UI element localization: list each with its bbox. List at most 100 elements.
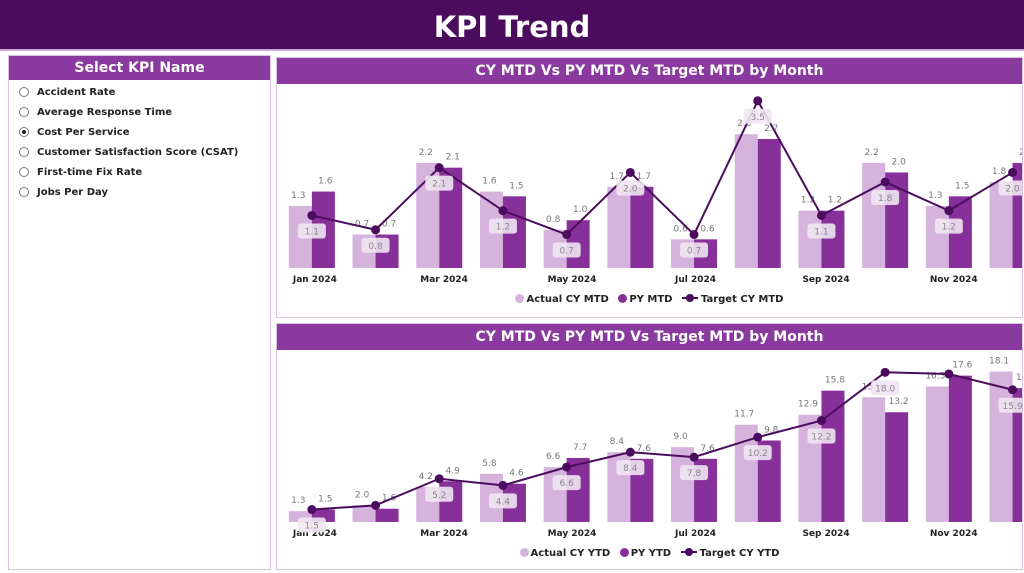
target-point <box>562 462 572 472</box>
actual-data-label: 8.4 <box>610 437 625 447</box>
x-tick-label: Mar 2024 <box>420 275 468 285</box>
kpi-option-label: Cost Per Service <box>37 126 130 138</box>
actual-bar <box>288 511 312 522</box>
target-data-label: 1.8 <box>878 194 893 204</box>
target-label-bg <box>871 190 900 205</box>
target-data-label: 1.1 <box>305 227 319 237</box>
target-data-label: 1.2 <box>496 223 510 233</box>
target-point <box>498 206 508 216</box>
radio-icon[interactable] <box>19 147 29 157</box>
actual-data-label: 18.1 <box>989 356 1009 366</box>
actual-data-label: 5.8 <box>482 459 497 469</box>
target-point <box>1008 167 1018 177</box>
x-tick-label: Sep 2024 <box>802 529 849 539</box>
py-data-label: 0.7 <box>382 220 396 230</box>
target-data-label: 7.8 <box>687 469 702 479</box>
target-point <box>434 474 444 484</box>
target-data-label: 15.9 <box>1003 402 1022 412</box>
target-data-label: 1.1 <box>814 227 828 237</box>
py-bar <box>439 167 463 268</box>
target-label-bg <box>425 175 454 191</box>
py-data-label: 0.6 <box>700 224 715 234</box>
kpi-option-label: Customer Satisfaction Score (CSAT) <box>37 146 239 158</box>
py-data-label: 1.5 <box>318 495 332 505</box>
actual-bar <box>925 386 949 522</box>
legend-py-swatch-icon <box>619 548 629 557</box>
kpi-option[interactable]: Average Response Time <box>9 102 270 122</box>
actual-bar <box>989 371 1013 522</box>
kpi-option[interactable]: Customer Satisfaction Score (CSAT) <box>9 142 270 162</box>
py-data-label: 1.2 <box>828 196 842 206</box>
target-label-bg <box>807 428 836 444</box>
actual-data-label: 12.9 <box>798 400 818 410</box>
radio-icon[interactable] <box>19 167 29 177</box>
py-data-label: 13.2 <box>889 397 909 407</box>
py-data-label: 15.8 <box>825 376 845 386</box>
actual-data-label: 1.3 <box>928 191 942 201</box>
target-line <box>311 371 1013 511</box>
actual-data-label: 1.8 <box>992 167 1007 177</box>
kpi-option[interactable]: Jobs Per Day <box>9 182 270 202</box>
radio-icon[interactable] <box>19 187 29 197</box>
legend-target: Target CY YTD <box>680 548 779 559</box>
actual-bar <box>352 505 376 522</box>
target-point <box>434 163 444 173</box>
py-bar <box>630 186 654 268</box>
py-data-label: 2.1 <box>446 153 460 163</box>
target-label-bg <box>552 475 581 491</box>
kpi-option-label: Jobs Per Day <box>37 186 108 198</box>
mtd-chart: 1.3 1.6 Jan 2024 0.7 0.7 2.2 2.1 Mar 2024 1.6 1.5… <box>288 96 1024 285</box>
target-point <box>689 230 699 240</box>
actual-data-label: 0.7 <box>355 220 369 230</box>
py-bar <box>1012 388 1024 522</box>
target-label-bg <box>488 218 517 234</box>
mtd-chart-panel: CY MTD Vs PY MTD Vs Target MTD by Month … <box>276 57 1024 318</box>
kpi-option[interactable]: Cost Per Service <box>9 122 270 142</box>
py-bar <box>885 412 909 522</box>
actual-bar <box>925 205 949 268</box>
target-label-bg <box>743 445 772 461</box>
target-label-bg <box>743 108 772 124</box>
py-data-label: 4.6 <box>509 469 524 479</box>
actual-data-label: 1.3 <box>291 496 305 506</box>
actual-data-label: 9.0 <box>673 432 688 442</box>
chart-legend: Actual CY MTD PY MTD Target CY MTD <box>277 294 1022 305</box>
actual-data-label: 2.2 <box>419 148 433 158</box>
x-tick-label: May 2024 <box>548 275 597 285</box>
radio-icon[interactable] <box>19 127 29 137</box>
target-data-label: 10.2 <box>748 449 768 459</box>
actual-bar <box>862 162 886 268</box>
chart-title: CY MTD Vs PY MTD Vs Target MTD by Month <box>277 58 1022 84</box>
py-bar <box>757 139 781 268</box>
target-label-bg <box>998 397 1024 413</box>
kpi-option-label: Accident Rate <box>37 86 116 98</box>
kpi-option[interactable]: Accident Rate <box>9 82 270 102</box>
py-bar <box>1012 162 1024 268</box>
target-point <box>689 452 699 462</box>
py-bar <box>375 508 399 522</box>
actual-data-label: 4.2 <box>419 472 433 482</box>
actual-bar <box>607 186 631 268</box>
radio-icon[interactable] <box>19 87 29 97</box>
py-data-label: 1.7 <box>637 172 651 182</box>
actual-bar <box>862 397 886 522</box>
page-title: KPI Trend <box>0 0 1024 51</box>
target-data-label: 0.7 <box>687 247 701 257</box>
actual-data-label: 1.2 <box>801 196 815 206</box>
target-point <box>753 96 763 106</box>
target-point <box>498 480 508 490</box>
kpi-option[interactable]: First-time Fix Rate <box>9 162 270 182</box>
target-data-label: 5.2 <box>432 491 446 501</box>
radio-icon[interactable] <box>19 107 29 117</box>
target-data-label: 2.1 <box>432 180 446 190</box>
target-data-label: 2.0 <box>623 184 638 194</box>
x-tick-label: Jul 2024 <box>674 529 716 539</box>
chart-title: CY MTD Vs PY MTD Vs Target MTD by Month <box>277 324 1022 350</box>
target-data-label: 18.0 <box>875 384 895 394</box>
target-label-bg <box>425 486 454 502</box>
actual-data-label: 2.0 <box>355 490 370 500</box>
legend-py: PY YTD <box>619 548 671 559</box>
py-data-label: 9.8 <box>764 426 779 436</box>
target-point <box>625 447 635 457</box>
